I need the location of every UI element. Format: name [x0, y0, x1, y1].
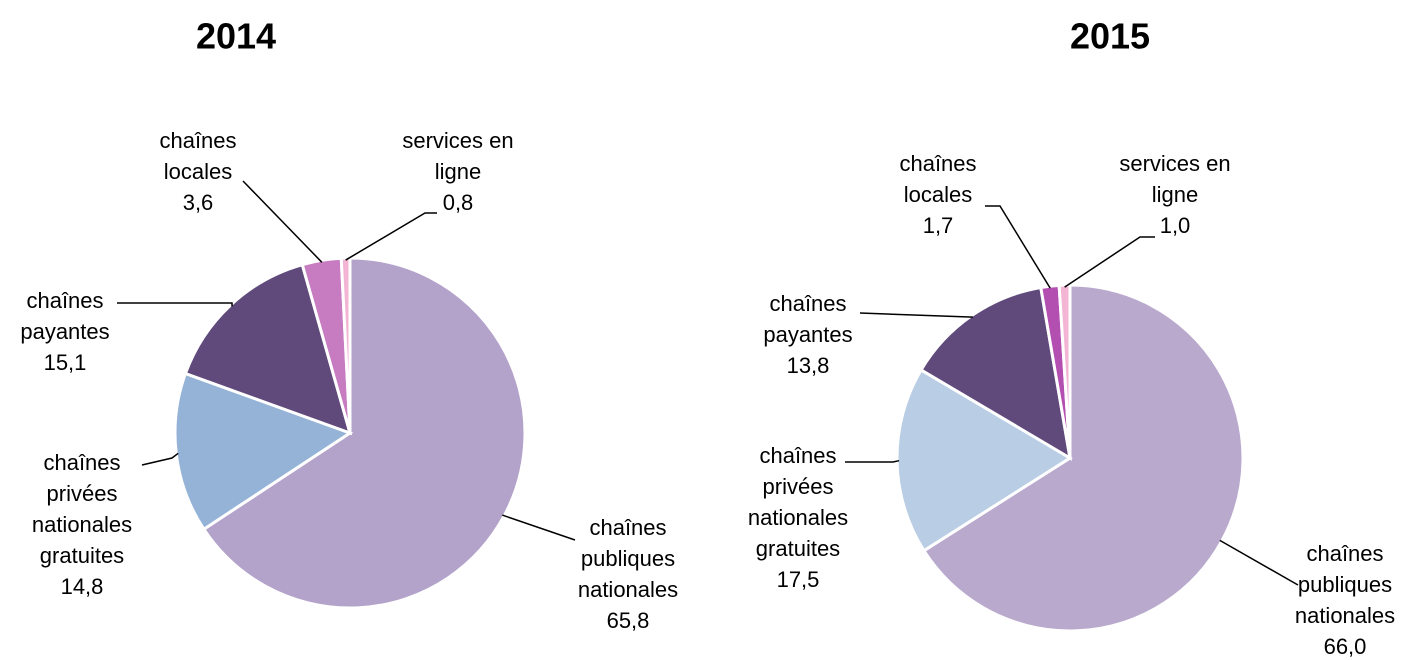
value-label: 3,6	[183, 190, 214, 215]
value-label: 1,0	[1160, 213, 1191, 238]
value-label: 1,7	[923, 213, 954, 238]
value-label: 17,5	[777, 567, 820, 592]
slice-label: chaînes payantes	[20, 288, 109, 344]
slice-label: chaînes privées nationales gratuites	[748, 443, 848, 561]
value-label: 13,8	[787, 353, 830, 378]
leader-line	[859, 312, 974, 318]
chart-title: 2014	[196, 16, 276, 57]
slice-label: services en ligne	[1119, 151, 1230, 207]
pie-slice	[1057, 283, 1072, 459]
value-label: 65,8	[607, 608, 650, 633]
value-label: 15,1	[44, 350, 87, 375]
slice-label: chaînes locales	[899, 151, 976, 207]
pie-slice	[173, 371, 354, 532]
leader-line	[141, 452, 179, 466]
slice-label: chaînes publiques nationales	[578, 515, 678, 602]
chart-title: 2015	[1070, 16, 1150, 57]
leader-line	[1064, 236, 1155, 288]
value-label: 66,0	[1324, 634, 1367, 659]
leader-line	[345, 212, 437, 261]
value-label: 14,8	[61, 574, 104, 599]
slice-label: services en ligne	[402, 128, 513, 184]
slice-label: chaînes locales	[159, 128, 236, 184]
leader-line	[845, 459, 900, 463]
slice-label: chaînes publiques nationales	[1295, 541, 1395, 628]
leader-line	[502, 514, 576, 541]
value-label: 0,8	[443, 190, 474, 215]
slice-label: chaînes privées nationales gratuites	[32, 450, 132, 568]
leader-line	[1219, 539, 1299, 586]
slice-label: chaînes payantes	[763, 291, 852, 347]
leader-line	[242, 180, 323, 263]
leader-line	[117, 302, 233, 307]
pie-slice	[919, 285, 1073, 461]
leader-line	[985, 205, 1051, 289]
pie-slice	[183, 262, 353, 436]
